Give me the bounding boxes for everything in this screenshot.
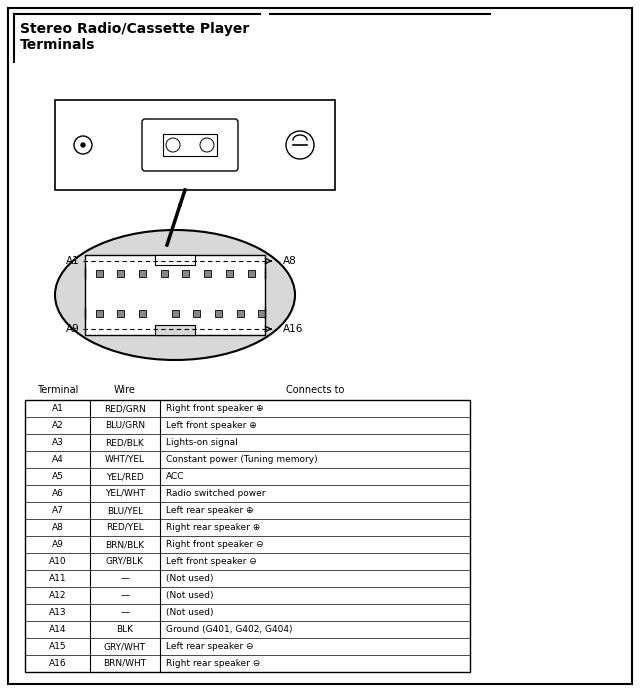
- Ellipse shape: [55, 230, 295, 360]
- Text: RED/GRN: RED/GRN: [104, 404, 146, 413]
- Bar: [117, 309, 124, 316]
- Text: Ground (G401, G402, G404): Ground (G401, G402, G404): [166, 625, 292, 634]
- Text: A8: A8: [52, 523, 63, 532]
- Text: A8: A8: [283, 256, 297, 266]
- Text: Terminal: Terminal: [37, 385, 78, 395]
- Circle shape: [166, 138, 180, 152]
- Text: GRY/BLK: GRY/BLK: [106, 557, 144, 566]
- Text: Radio switched power: Radio switched power: [166, 489, 266, 498]
- Text: A7: A7: [52, 506, 63, 515]
- Text: BRN/WHT: BRN/WHT: [104, 659, 147, 668]
- Text: A14: A14: [49, 625, 67, 634]
- Bar: [55, 100, 335, 190]
- Text: Lights-on signal: Lights-on signal: [166, 438, 237, 447]
- Circle shape: [200, 138, 214, 152]
- Bar: [248, 269, 255, 277]
- Text: BLU/GRN: BLU/GRN: [105, 421, 145, 430]
- Text: RED/YEL: RED/YEL: [106, 523, 144, 532]
- Text: Wire: Wire: [114, 385, 136, 395]
- Text: A2: A2: [52, 421, 63, 430]
- Bar: [139, 309, 146, 316]
- Text: Left front speaker ⊕: Left front speaker ⊕: [166, 421, 257, 430]
- Text: A13: A13: [49, 608, 67, 617]
- Text: BLU/YEL: BLU/YEL: [107, 506, 143, 515]
- Text: WHT/YEL: WHT/YEL: [105, 455, 145, 464]
- Bar: [182, 269, 189, 277]
- Text: Stereo Radio/Cassette Player: Stereo Radio/Cassette Player: [20, 22, 249, 36]
- Text: BLK: BLK: [116, 625, 134, 634]
- Text: (Not used): (Not used): [166, 574, 214, 583]
- Text: A16: A16: [283, 324, 303, 334]
- Text: BRN/BLK: BRN/BLK: [106, 540, 145, 549]
- Text: A4: A4: [52, 455, 63, 464]
- Bar: [85, 255, 265, 335]
- Bar: [172, 309, 179, 316]
- Text: A15: A15: [49, 642, 67, 651]
- Text: (Not used): (Not used): [166, 591, 214, 600]
- Text: YEL/WHT: YEL/WHT: [105, 489, 145, 498]
- Circle shape: [286, 131, 314, 159]
- Bar: [226, 269, 233, 277]
- Text: A3: A3: [52, 438, 63, 447]
- Bar: [95, 309, 102, 316]
- Circle shape: [74, 136, 92, 154]
- Bar: [155, 325, 195, 335]
- Bar: [237, 309, 244, 316]
- Text: Left rear speaker ⊕: Left rear speaker ⊕: [166, 506, 253, 515]
- Text: A9: A9: [67, 324, 80, 334]
- Circle shape: [81, 143, 85, 147]
- Text: Right front speaker ⊕: Right front speaker ⊕: [166, 404, 264, 413]
- Text: A6: A6: [52, 489, 63, 498]
- Bar: [117, 269, 124, 277]
- Text: (Not used): (Not used): [166, 608, 214, 617]
- Text: A1: A1: [52, 404, 63, 413]
- Text: Terminals: Terminals: [20, 38, 95, 52]
- Bar: [139, 269, 146, 277]
- Bar: [204, 269, 211, 277]
- Text: A11: A11: [49, 574, 67, 583]
- Text: ACC: ACC: [166, 472, 184, 481]
- Text: RED/BLK: RED/BLK: [106, 438, 145, 447]
- Bar: [259, 309, 266, 316]
- Bar: [95, 269, 102, 277]
- Text: Connects to: Connects to: [286, 385, 344, 395]
- Text: A10: A10: [49, 557, 67, 566]
- Text: A16: A16: [49, 659, 67, 668]
- Text: A5: A5: [52, 472, 63, 481]
- Text: A1: A1: [67, 256, 80, 266]
- Text: —: —: [120, 574, 129, 583]
- Text: Constant power (Tuning memory): Constant power (Tuning memory): [166, 455, 317, 464]
- Text: YEL/RED: YEL/RED: [106, 472, 144, 481]
- Text: —: —: [120, 608, 129, 617]
- Text: Right front speaker ⊖: Right front speaker ⊖: [166, 540, 264, 549]
- Bar: [161, 269, 168, 277]
- FancyBboxPatch shape: [142, 119, 238, 171]
- Bar: [155, 255, 195, 265]
- Bar: [215, 309, 222, 316]
- Text: A9: A9: [52, 540, 63, 549]
- Text: Left rear speaker ⊖: Left rear speaker ⊖: [166, 642, 253, 651]
- Bar: [163, 134, 217, 156]
- Text: Right rear speaker ⊖: Right rear speaker ⊖: [166, 659, 260, 668]
- Text: —: —: [120, 591, 129, 600]
- Text: Left front speaker ⊖: Left front speaker ⊖: [166, 557, 257, 566]
- Text: A12: A12: [49, 591, 67, 600]
- Text: Right rear speaker ⊕: Right rear speaker ⊕: [166, 523, 260, 532]
- Text: GRY/WHT: GRY/WHT: [104, 642, 146, 651]
- Bar: [193, 309, 200, 316]
- Bar: [25, 400, 470, 672]
